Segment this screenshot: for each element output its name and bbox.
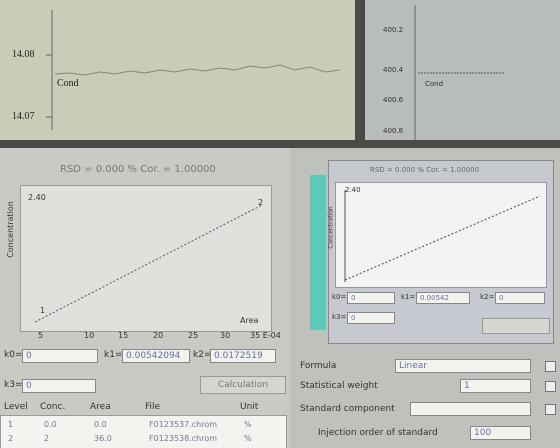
trace-label: Cond [425,80,443,88]
table-header: Level [4,402,28,412]
table-cell: 0.0 [94,420,107,429]
checkbox[interactable] [545,404,556,415]
y-tick-label: 14.07 [12,111,35,122]
x-tick-label: 35 E-04 [250,331,281,340]
coef-input[interactable]: 0.00542 [416,292,470,304]
coef-input[interactable]: 0 [347,292,395,304]
coef-label: k2= [480,293,494,301]
table-cell: 0.0 [44,420,57,429]
table-header: Unit [240,402,258,412]
table-cell: 1 [8,420,13,429]
y-tick-label: 400.8 [383,127,403,135]
table-cell: 2 [44,434,49,443]
coef-input[interactable]: 0 [22,379,96,393]
y-max-label: 2.40 [28,193,46,202]
table-cell: % [244,420,252,429]
y-axis-label: Concentration [328,206,335,248]
table-cell: 36.0 [94,434,112,443]
field-label: Injection order of standard [318,428,438,438]
coef-label: k0= [4,350,22,360]
chart-title: RSD = 0.000 % Cor. = 1.00000 [60,164,216,175]
calculate-button[interactable]: Calculation [200,376,286,394]
table-header: Area [90,402,111,412]
table-cell: F0123537.chrom [149,420,217,429]
trace-label: Cond [57,78,79,89]
table-header: File [145,402,160,412]
table-cell: F0123538.chrom [149,434,217,443]
field-label: Standard component [300,404,395,414]
coef-input[interactable]: 0.0172519 [210,349,276,363]
coef-label: k0= [332,293,346,301]
x-tick-label: 15 [118,331,128,340]
standard-select[interactable] [410,402,531,416]
coef-input[interactable]: 0 [495,292,545,304]
coef-input[interactable]: 0 [22,349,98,363]
preview-plot [335,182,547,288]
x-tick-label: 10 [84,331,94,340]
x-axis-label: Area [240,316,258,325]
table-header: Conc. [40,402,65,412]
coef-label: k3= [332,313,346,321]
y-axis-label: Concentration [6,201,15,258]
x-tick-label: 30 [220,331,230,340]
checkbox[interactable] [545,381,556,392]
y-max-label: 2.40 [345,186,361,194]
x-tick-label: 25 [188,331,198,340]
x-tick-label: 5 [38,331,43,340]
teal-strip [310,175,326,330]
trace-panel [0,0,355,140]
injection-input[interactable]: 100 [470,426,531,440]
preview-title: RSD = 0.000 % Cor. = 1.00000 [370,166,479,174]
coef-input[interactable]: 0 [347,312,395,324]
preview-button[interactable] [482,318,550,334]
plot-area [20,185,272,332]
x-tick-label: 20 [153,331,163,340]
checkbox[interactable] [545,361,556,372]
screenshot: 14.08 14.07 Cond 400.2 400.4 400.6 400.8… [0,0,560,448]
point-label: 2 [258,198,263,207]
y-tick-label: 400.4 [383,66,403,74]
y-tick-label: 14.08 [12,49,35,60]
weight-select[interactable]: 1 [460,379,531,393]
coef-input[interactable]: 0.00542094 [122,349,190,363]
formula-select[interactable]: Linear [395,359,531,373]
point-label: 1 [40,306,45,315]
y-tick-label: 400.2 [383,26,403,34]
y-tick-label: 400.6 [383,96,403,104]
table-cell: 2 [8,434,13,443]
coef-label: k2= [193,350,211,360]
coef-label: k3= [4,380,22,390]
table-cell: % [244,434,252,443]
coef-label: k1= [401,293,415,301]
field-label: Statistical weight [300,381,378,391]
field-label: Formula [300,361,336,371]
coef-label: k1= [104,350,122,360]
